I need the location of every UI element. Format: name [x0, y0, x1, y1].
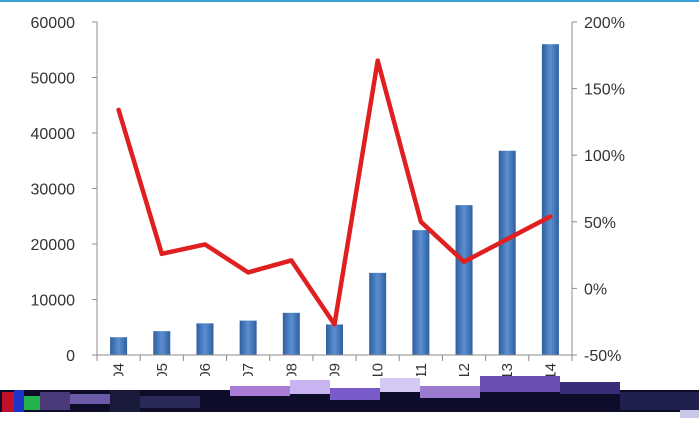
right-tick-label: 150% — [584, 82, 625, 99]
right-tick-label: -50% — [584, 348, 621, 365]
x-tick-label-2008: 08 — [283, 363, 300, 380]
line-series — [116, 58, 553, 327]
x-tick-label-2004: 04 — [111, 363, 128, 380]
corrupted-image-strip — [0, 376, 699, 421]
right-tick-label: 50% — [584, 215, 616, 232]
left-tick-label: 0 — [66, 348, 75, 365]
x-tick-label-2012: 12 — [456, 363, 473, 380]
right-axis: -50% 0% 50% 100% 150% 200% — [571, 15, 625, 365]
bar-2004 — [110, 337, 128, 355]
x-tick-label-2010: 10 — [370, 363, 387, 380]
x-axis: 04 05 06 07 08 09 10 11 12 13 14 — [96, 354, 573, 380]
bar-2010 — [369, 272, 387, 355]
left-tick-label: 20000 — [31, 237, 76, 254]
left-tick-label: 60000 — [31, 15, 76, 32]
bar-2007 — [239, 320, 257, 355]
left-axis: 0 10000 20000 30000 40000 50000 60000 — [31, 15, 98, 365]
x-tick-label-2009: 09 — [327, 363, 344, 380]
right-tick-label: 0% — [584, 281, 607, 298]
growth-line — [116, 58, 553, 327]
x-tick-label-2014: 14 — [542, 363, 559, 380]
left-tick-label: 10000 — [31, 293, 76, 310]
bar-2006 — [196, 323, 214, 355]
right-tick-label: 200% — [584, 15, 625, 32]
left-tick-label: 30000 — [31, 182, 76, 199]
bar-2009 — [326, 324, 343, 355]
left-tick-label: 40000 — [31, 126, 76, 143]
bar-2005 — [153, 331, 171, 355]
x-tick-label-2006: 06 — [197, 363, 214, 380]
bar-2012 — [455, 205, 473, 355]
x-tick-label-2011: 11 — [413, 363, 430, 379]
bar-2011 — [412, 230, 430, 355]
x-tick-label-2005: 05 — [154, 363, 171, 380]
left-tick-label: 50000 — [31, 71, 76, 88]
bar-series — [110, 44, 559, 355]
x-tick-label-2013: 13 — [499, 363, 516, 380]
bar-2014 — [541, 44, 559, 355]
bar-2008 — [282, 312, 300, 355]
right-tick-label: 100% — [584, 148, 625, 165]
x-tick-label-2007: 07 — [240, 363, 257, 380]
bar-2013 — [498, 150, 516, 355]
